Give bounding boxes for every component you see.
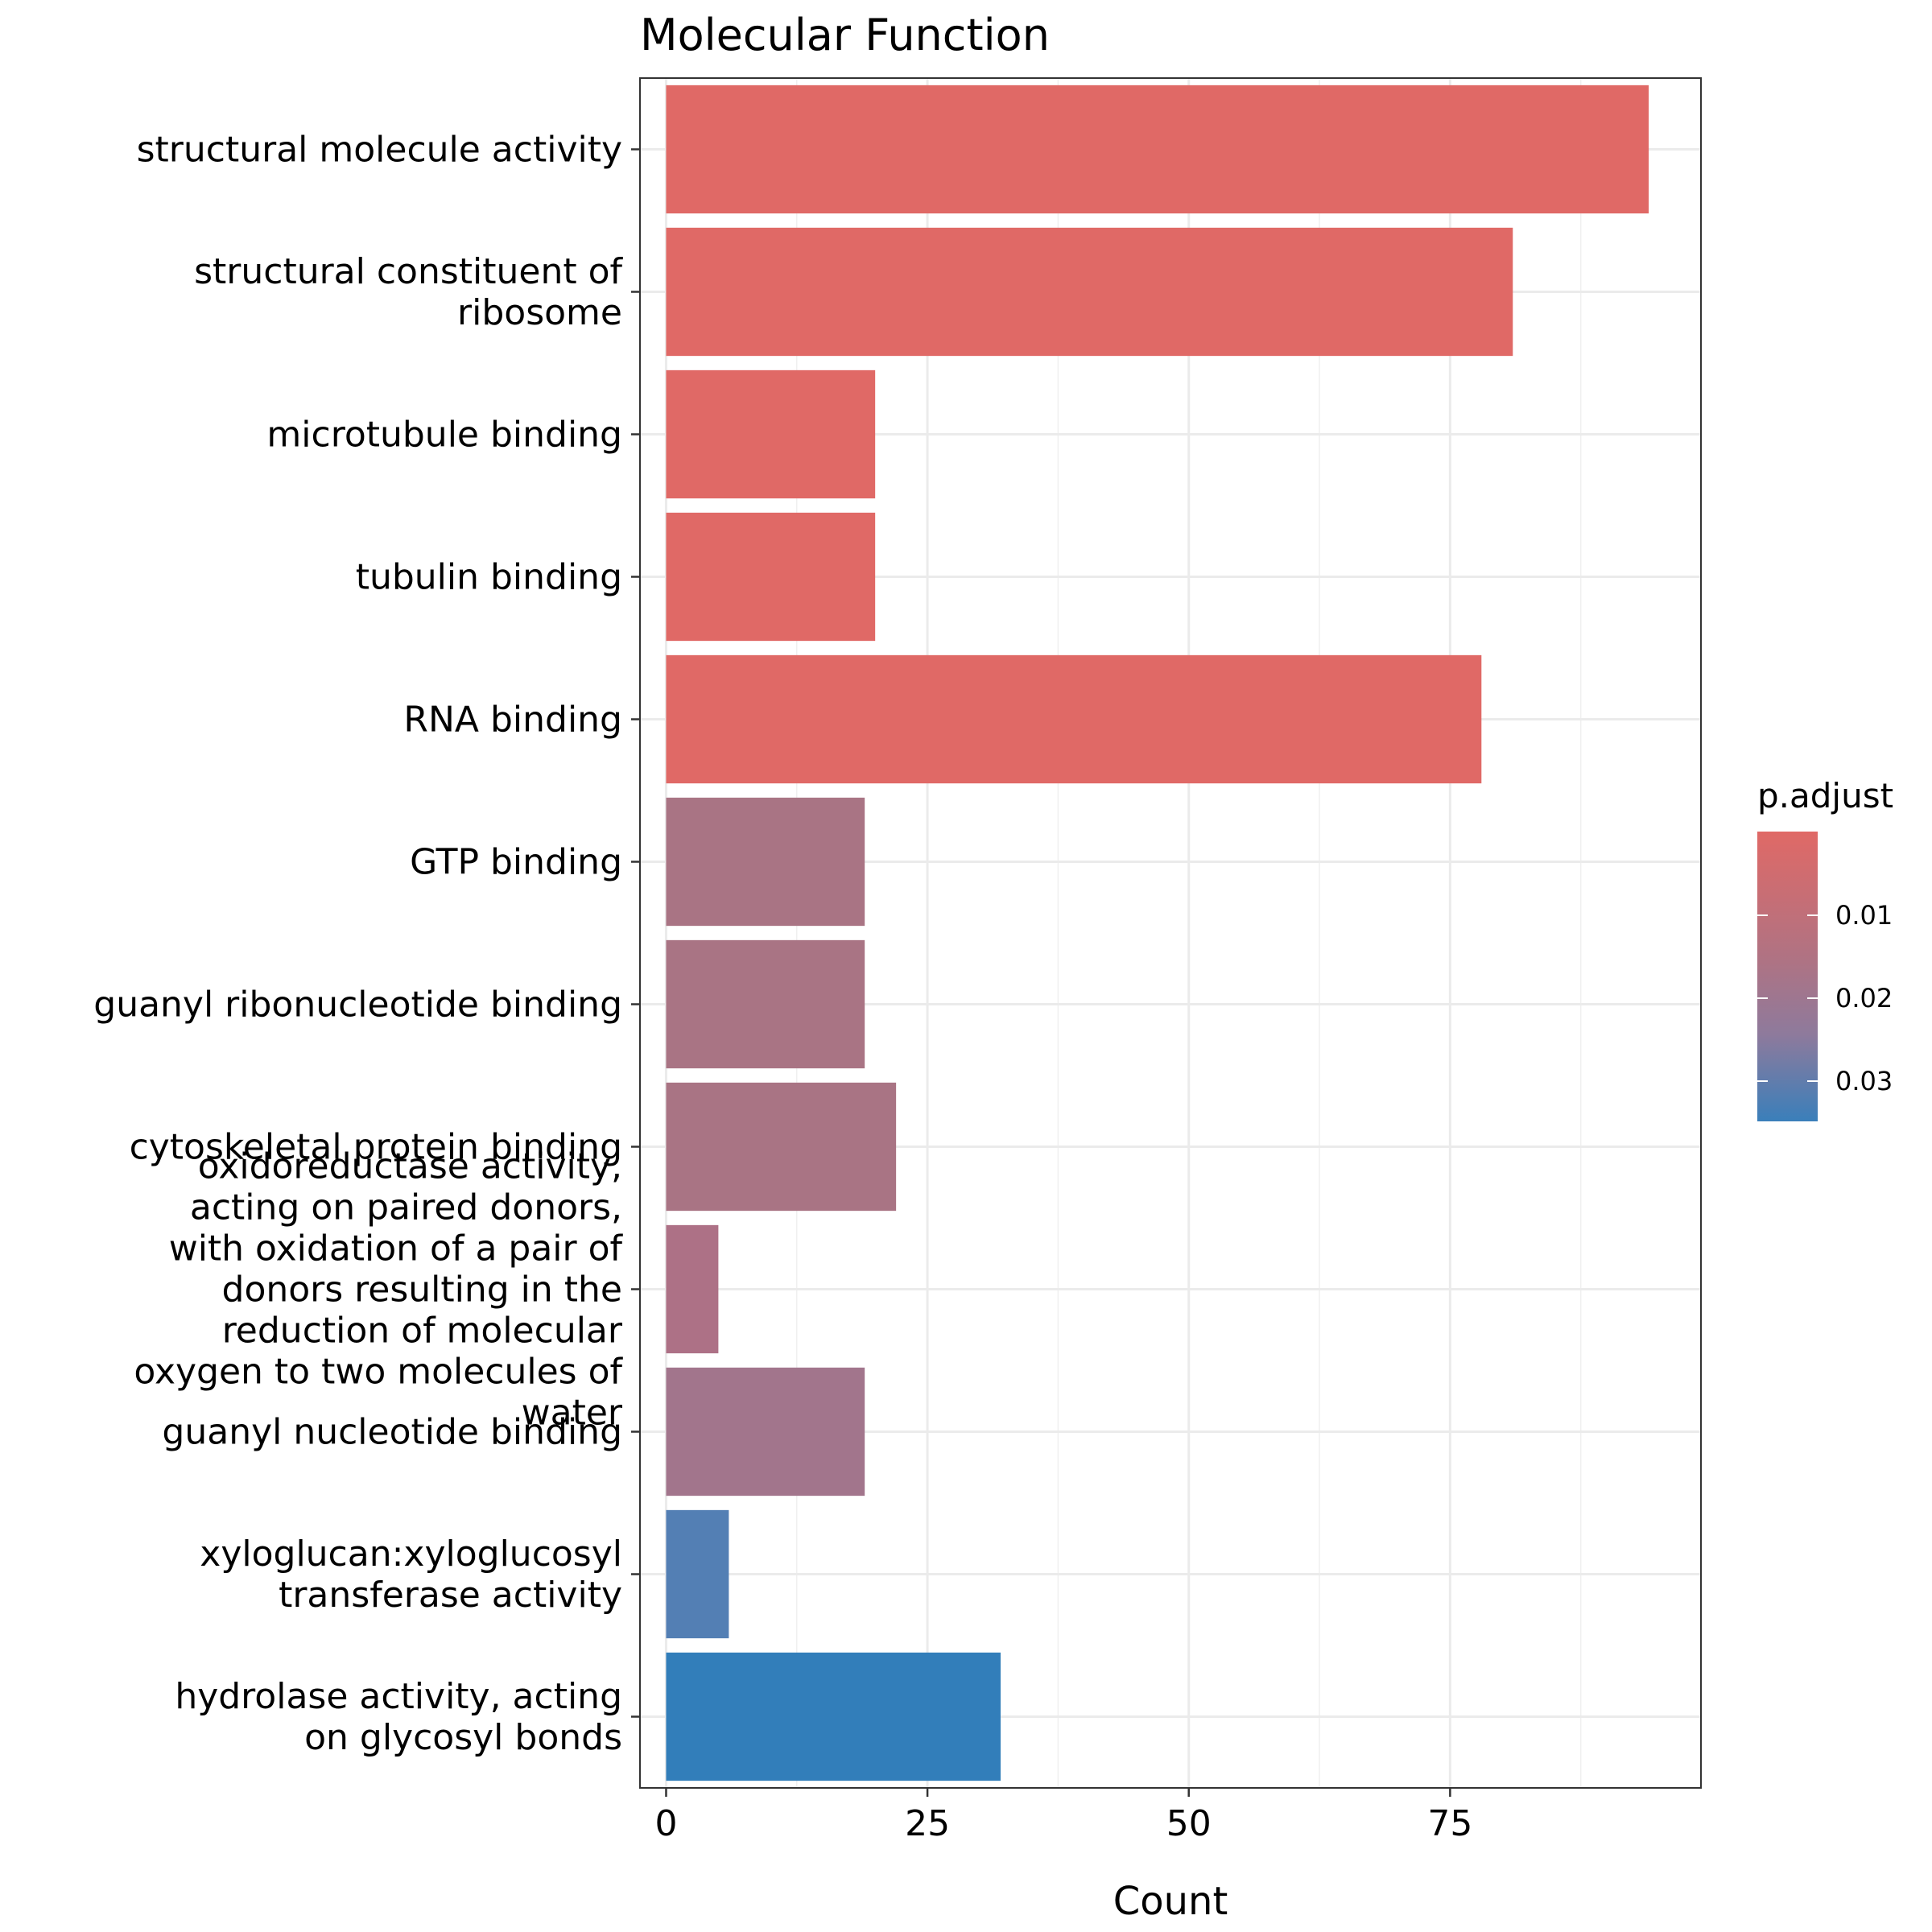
- x-axis-title: Count: [1113, 1879, 1228, 1924]
- y-tick-label: RNA binding: [403, 700, 622, 741]
- bar: [666, 1652, 1001, 1781]
- bar: [666, 1509, 729, 1639]
- legend-tick-label: 0.02: [1835, 983, 1893, 1013]
- legend-colorbar: [1757, 832, 1818, 1121]
- bar: [666, 369, 876, 499]
- y-tick-label: GTP binding: [410, 842, 622, 883]
- bar: [666, 512, 876, 642]
- legend: p.adjust 0.01 0.02 0.03: [1757, 776, 1893, 1121]
- bar: [666, 85, 1649, 214]
- plot-border: [639, 77, 1702, 1789]
- bar: [666, 797, 865, 927]
- x-tick-label: 0: [654, 1803, 677, 1844]
- legend-title: p.adjust: [1757, 776, 1893, 815]
- y-tick-label: guanyl nucleotide binding: [162, 1412, 622, 1453]
- y-axis: structural molecule activity structural c…: [93, 130, 640, 1758]
- bar: [666, 1082, 897, 1212]
- y-tick-label: guanyl ribonucleotide binding: [93, 985, 622, 1026]
- y-tick-label: microtubule binding: [266, 415, 622, 456]
- bar: [666, 1367, 865, 1496]
- legend-ticks: 0.01 0.02 0.03: [1757, 900, 1893, 1096]
- chart-title: Molecular Function: [640, 10, 1050, 60]
- legend-tick-label: 0.01: [1835, 900, 1893, 931]
- x-tick-label: 50: [1166, 1803, 1212, 1844]
- y-tick-label: structural molecule activity: [137, 130, 622, 171]
- y-tick-label: tubulin binding: [356, 557, 622, 598]
- bar: [666, 227, 1513, 357]
- bars: [666, 85, 1649, 1781]
- y-tick-label: xyloglucan:xyloglucosyl transferase activ…: [200, 1534, 622, 1616]
- bar: [666, 939, 865, 1069]
- y-tick-label: hydrolase activity, acting on glycosyl bo…: [175, 1676, 622, 1758]
- x-axis: 0 25 50 75: [654, 1788, 1472, 1844]
- x-tick-label: 25: [905, 1803, 950, 1844]
- plot-panel: [640, 78, 1701, 1788]
- y-tick-label: structural constituent of ribosome: [194, 251, 623, 333]
- y-tick-label: cytoskeletal protein binding: [130, 1127, 622, 1168]
- bar: [666, 654, 1482, 784]
- bar: [666, 1224, 719, 1354]
- x-tick-label: 75: [1427, 1803, 1472, 1844]
- legend-tick-label: 0.03: [1835, 1066, 1893, 1096]
- y-tick-label: oxidoreductase activity, acting on paired…: [134, 1146, 623, 1434]
